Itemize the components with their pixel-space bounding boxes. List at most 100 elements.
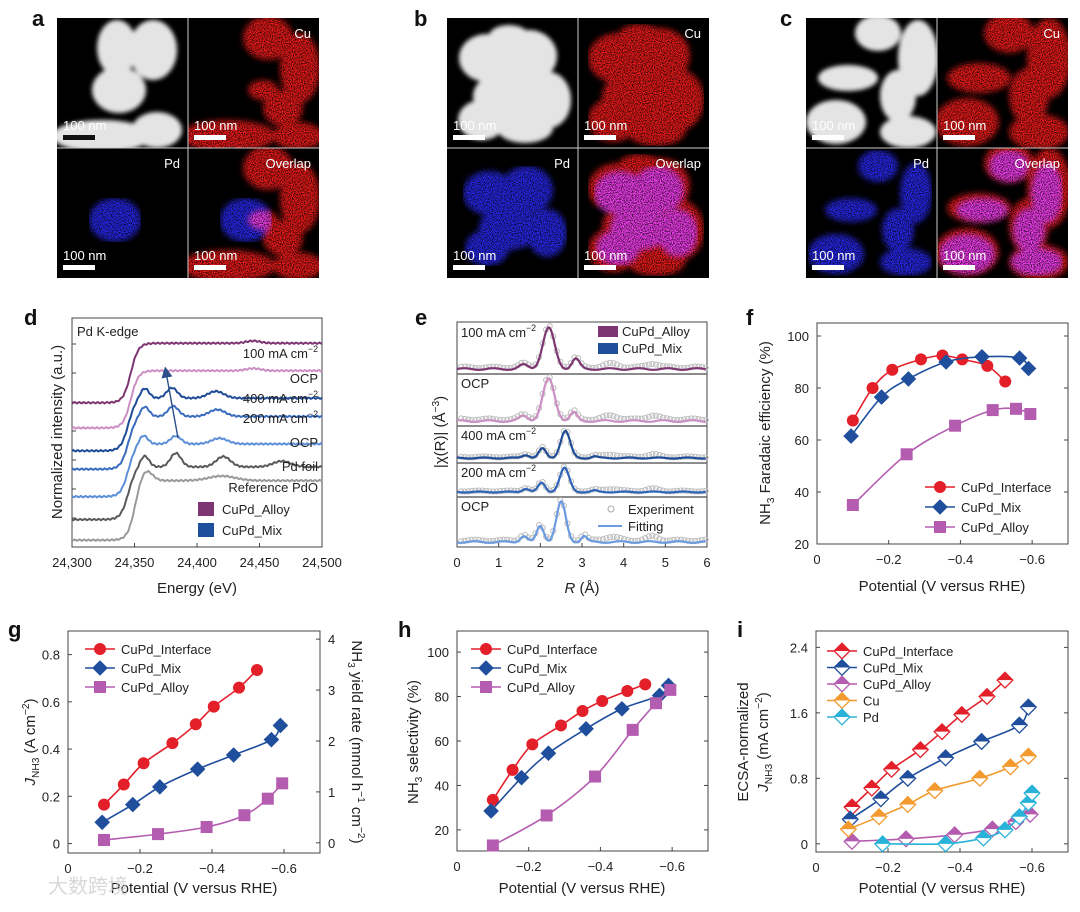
- y2-tick-label: 4: [328, 632, 335, 647]
- spectrum-line: [71, 434, 323, 499]
- label-part: NH3: [764, 764, 775, 785]
- x-tick-label: 5: [662, 555, 669, 570]
- particle: [501, 166, 553, 214]
- label-part: −2: [526, 426, 536, 436]
- data-point: [483, 803, 499, 819]
- particle: [594, 171, 646, 215]
- data-point: [650, 697, 663, 710]
- particle: [188, 120, 276, 148]
- data-point: [589, 770, 602, 783]
- experiment-point: [624, 453, 631, 460]
- data-point: [978, 687, 996, 706]
- label-part: 3: [345, 662, 356, 668]
- data-point: [936, 835, 955, 853]
- experiment-point: [550, 486, 557, 494]
- panel-letter-e: e: [415, 305, 427, 330]
- label-part: R: [564, 580, 575, 597]
- particle: [806, 100, 866, 144]
- legend-label: CuPd_Interface: [507, 642, 597, 657]
- data-point: [911, 740, 930, 759]
- x-tick-label: −0.2: [876, 552, 902, 567]
- experiment-point: [652, 412, 660, 419]
- particle: [880, 70, 916, 122]
- data-point: [207, 700, 220, 713]
- experiment-point: [684, 453, 691, 460]
- particle: [465, 230, 509, 266]
- particle: [263, 220, 303, 256]
- particle: [132, 112, 182, 148]
- scale-bar-label: 100 nm: [194, 248, 237, 263]
- label-part: 200 mA cm: [461, 465, 526, 480]
- data-point: [914, 353, 927, 366]
- experiment-point: [592, 451, 599, 458]
- data-point: [94, 643, 106, 655]
- plot-frame: [67, 630, 321, 854]
- data-point: [846, 499, 859, 511]
- y-tick-label: 0.6: [42, 695, 60, 710]
- particle: [273, 252, 319, 278]
- x-axis-label: Energy (eV): [157, 580, 237, 597]
- element-map-label: Pd: [913, 156, 929, 171]
- spectrum-label: 200 mA cm−2: [243, 409, 318, 426]
- watermark: 大数跨境: [48, 875, 128, 898]
- element-map-label: Overlap: [1014, 156, 1060, 171]
- x-tick-label: 0: [64, 861, 71, 876]
- label-part: (mA cm: [755, 709, 772, 764]
- particle: [97, 20, 137, 76]
- experiment-point: [606, 412, 614, 419]
- micrograph-pd: Pd 100 nm: [447, 148, 578, 278]
- x-tick-label: 24,300: [52, 555, 92, 570]
- scale-bar-label: 100 nm: [943, 248, 986, 263]
- label-part: −2: [308, 344, 318, 354]
- particle: [588, 98, 638, 142]
- data-point: [578, 720, 594, 737]
- particle: [882, 208, 914, 252]
- label-part: selectivity (%): [405, 680, 422, 777]
- experiment-point: [521, 451, 529, 458]
- x-tick-label: −0.6: [1019, 552, 1045, 567]
- experiment-point: [628, 453, 635, 460]
- data-point: [999, 375, 1012, 388]
- y2-tick-label: 2: [328, 734, 335, 749]
- panel-letter-c: c: [780, 6, 792, 31]
- x-tick-label: −0.4: [947, 860, 973, 875]
- label-part: 3: [766, 497, 777, 503]
- legend-swatch: [598, 326, 618, 337]
- data-point: [872, 790, 890, 808]
- data-point: [833, 708, 851, 726]
- scale-bar-label: 100 nm: [194, 118, 237, 133]
- experiment-point: [638, 487, 645, 495]
- spectrum-line: [71, 451, 323, 522]
- y-axis-label: JNH3 (A cm−2): [21, 698, 42, 786]
- legend-label: CuPd_Alloy: [863, 677, 931, 692]
- data-point: [1020, 360, 1037, 377]
- data-point: [117, 778, 130, 791]
- label-part: 100 mA cm: [461, 325, 526, 340]
- label-part: J: [22, 778, 39, 787]
- data-point: [934, 521, 946, 533]
- experiment-point: [532, 485, 539, 492]
- particle: [273, 122, 319, 148]
- particle: [458, 100, 506, 140]
- particle: [825, 198, 877, 222]
- data-point: [238, 809, 251, 822]
- legend-label: CuPd_Alloy: [622, 324, 690, 339]
- y-tick-label: 0.4: [42, 742, 60, 757]
- label-part: ): [22, 698, 39, 703]
- element-map-label: Cu: [1043, 26, 1060, 41]
- y-tick-label: 100: [787, 329, 809, 344]
- label-part: OCP: [290, 435, 318, 450]
- x-tick-label: 0: [812, 860, 819, 875]
- label-part: −2: [754, 697, 765, 709]
- shift-arrow: [161, 366, 179, 439]
- experiment-point: [610, 412, 617, 420]
- chart-panel-i: 0 −0.2 −0.4 −0.600.81.62.4 CuPd_InterfaceCuP…: [735, 630, 1069, 897]
- data-point: [526, 738, 539, 751]
- chart-panel-f: 0 −0.2 −0.4 −0.6 20 40 60 80 100 CuPd_Interface Cu…: [757, 322, 1069, 595]
- y-tick-label: 2.4: [790, 640, 808, 655]
- data-point: [478, 660, 494, 676]
- experiment-point: [603, 535, 610, 542]
- scale-bar: [453, 135, 485, 140]
- experiment-point: [606, 534, 614, 541]
